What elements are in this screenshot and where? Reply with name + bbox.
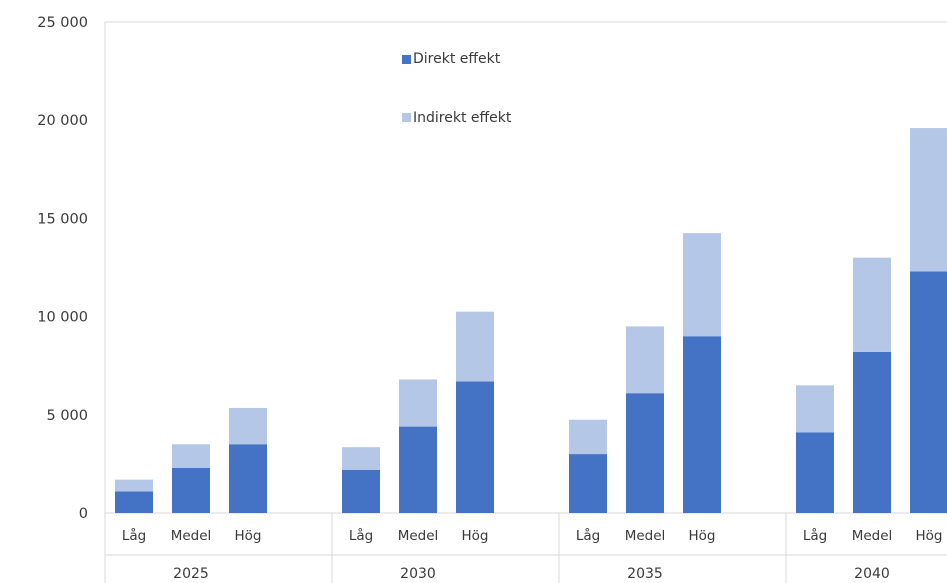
x-axis-labels: Låg Medel Hög 2025 Låg Medel Hög 2030 Låg Medel Hö… xyxy=(105,513,947,583)
x-category-label: Hög xyxy=(462,528,489,544)
legend-label-indirekt: Indirekt effekt xyxy=(413,110,512,126)
y-tick-label: 25 000 xyxy=(37,15,88,31)
bar-indirekt-2040-Låg xyxy=(796,385,834,433)
x-group-label: 2035 xyxy=(627,566,663,582)
x-category-label: Medel xyxy=(852,528,893,544)
y-tick-label: 10 000 xyxy=(37,310,88,326)
bar-direkt-2025-Låg xyxy=(115,491,153,513)
x-category-label: Hög xyxy=(689,528,716,544)
bar-indirekt-2030-Medel xyxy=(399,379,437,427)
y-tick-label: 5 000 xyxy=(46,408,88,424)
x-group-label: 2025 xyxy=(173,566,209,582)
bar-direkt-2035-Medel xyxy=(626,393,664,513)
legend-swatch-indirekt xyxy=(402,113,411,122)
x-category-label: Medel xyxy=(398,528,439,544)
bar-direkt-2030-Låg xyxy=(342,469,380,513)
bar-direkt-2040-Medel xyxy=(853,351,891,513)
x-category-label: Hög xyxy=(235,528,262,544)
bars xyxy=(115,128,947,513)
x-group-label: 2040 xyxy=(854,566,890,582)
bar-indirekt-2035-Medel xyxy=(626,326,664,394)
bar-indirekt-2040-Hög xyxy=(910,128,947,272)
bar-direkt-2040-Hög xyxy=(910,271,947,513)
bar-indirekt-2035-Hög xyxy=(683,233,721,337)
x-category-label: Låg xyxy=(122,527,146,544)
y-tick-label: 0 xyxy=(79,506,88,522)
bar-indirekt-2025-Medel xyxy=(172,444,210,468)
x-category-label: Låg xyxy=(349,527,373,544)
bar-direkt-2030-Hög xyxy=(456,381,494,513)
bar-indirekt-2030-Hög xyxy=(456,311,494,382)
bar-indirekt-2025-Hög xyxy=(229,407,267,445)
bar-direkt-2035-Låg xyxy=(569,454,607,513)
bar-indirekt-2025-Låg xyxy=(115,479,153,492)
bar-direkt-2025-Hög xyxy=(229,444,267,513)
x-category-label: Hög xyxy=(916,528,943,544)
bar-direkt-2025-Medel xyxy=(172,467,210,513)
y-tick-label: 20 000 xyxy=(37,113,88,129)
x-category-label: Medel xyxy=(171,528,212,544)
bar-direkt-2040-Låg xyxy=(796,432,834,513)
bar-indirekt-2035-Låg xyxy=(569,419,607,455)
x-group-label: 2030 xyxy=(400,566,436,582)
legend: Direkt effekt Indirekt effekt xyxy=(402,51,512,126)
legend-swatch-direkt xyxy=(402,55,411,64)
y-axis-ticks: 0 5 000 10 000 15 000 20 000 25 000 xyxy=(37,15,88,522)
legend-label-direkt: Direkt effekt xyxy=(413,51,501,67)
bar-direkt-2035-Hög xyxy=(683,336,721,513)
bar-direkt-2030-Medel xyxy=(399,426,437,513)
x-category-label: Medel xyxy=(625,528,666,544)
x-category-label: Låg xyxy=(803,527,827,544)
x-category-label: Låg xyxy=(576,527,600,544)
bar-indirekt-2030-Låg xyxy=(342,447,380,470)
bar-indirekt-2040-Medel xyxy=(853,257,891,352)
y-tick-label: 15 000 xyxy=(37,211,88,227)
